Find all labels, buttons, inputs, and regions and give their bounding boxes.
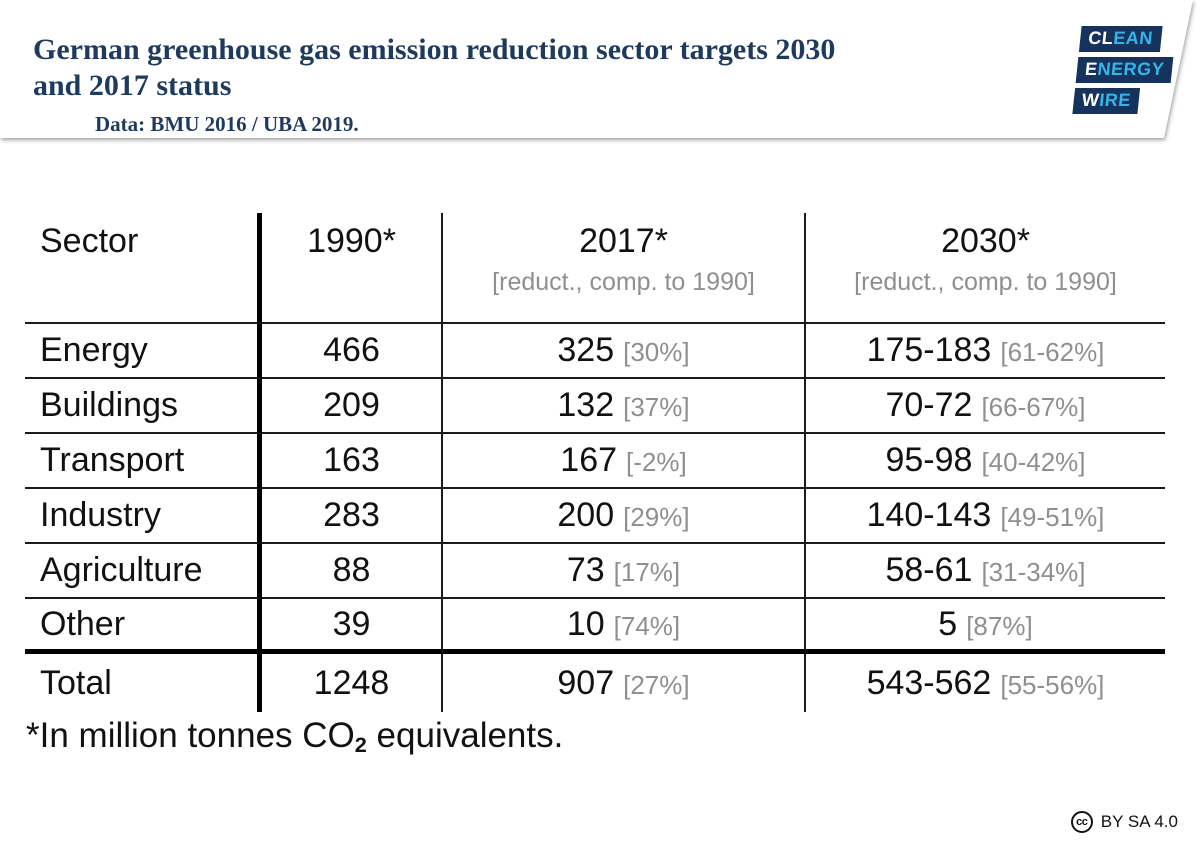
value-1990: 88 xyxy=(332,551,371,589)
column-header-2030: 2030* [reduct., comp. to 1990] xyxy=(806,213,1165,324)
sector-cell: Agriculture xyxy=(25,544,262,599)
unit-footnote-suffix: equivalents. xyxy=(366,716,564,755)
value-2017: 167 xyxy=(560,441,618,479)
value-2017-cell: 200 [29%] xyxy=(443,489,806,544)
column-header-2017-label: 2017* xyxy=(579,222,668,260)
sector-label: Agriculture xyxy=(40,551,203,589)
reduction-2030: [49-51%] xyxy=(1000,502,1105,532)
logo-word-wire: WIRE xyxy=(1072,88,1141,114)
sector-label: Industry xyxy=(40,496,161,534)
value-1990-cell: 209 xyxy=(262,379,443,434)
value-2017: 325 xyxy=(557,331,615,369)
reduction-2030: [66-67%] xyxy=(981,392,1086,422)
license-badge: cc BY SA 4.0 xyxy=(1070,811,1178,833)
value-2030-cell: 5 [87%] xyxy=(806,599,1165,654)
value-2017: 132 xyxy=(557,386,615,424)
sector-label: Other xyxy=(40,604,126,643)
value-1990: 163 xyxy=(323,441,380,479)
value-1990: 39 xyxy=(332,604,371,643)
value-2030-cell: 58-61 [31-34%] xyxy=(806,544,1165,599)
value-2017-cell: 73 [17%] xyxy=(443,544,806,599)
reduction-2017: [-2%] xyxy=(626,447,687,477)
value-1990-cell: 39 xyxy=(262,599,443,654)
reduction-2017: [74%] xyxy=(613,610,681,641)
sector-label: Energy xyxy=(40,331,148,369)
unit-footnote-subscript: 2 xyxy=(354,731,367,757)
value-2017: 10 xyxy=(566,604,605,643)
column-header-2017: 2017* [reduct., comp. to 1990] xyxy=(443,213,806,324)
value-2030-cell: 140-143 [49-51%] xyxy=(806,489,1165,544)
sector-cell: Buildings xyxy=(25,379,262,434)
value-1990-cell: 466 xyxy=(262,324,443,379)
sector-cell: Industry xyxy=(25,489,262,544)
value-1990-cell: 88 xyxy=(262,544,443,599)
page-title-line2: and 2017 status xyxy=(33,69,232,102)
column-header-sector: Sector xyxy=(25,213,262,324)
value-1990-cell: 1248 xyxy=(262,654,443,712)
unit-footnote-prefix: *In million tonnes CO xyxy=(26,716,355,755)
sector-label: Transport xyxy=(40,441,185,479)
creative-commons-icon: cc xyxy=(1070,811,1093,833)
column-header-2030-label: 2030* xyxy=(941,222,1030,260)
reduction-2030: [40-42%] xyxy=(981,447,1086,477)
value-2030-cell: 95-98 [40-42%] xyxy=(806,434,1165,489)
sector-label: Total xyxy=(40,663,112,702)
column-header-2017-subnote: [reduct., comp. to 1990] xyxy=(492,268,755,296)
value-1990-cell: 283 xyxy=(262,489,443,544)
value-1990: 283 xyxy=(323,496,380,534)
emissions-table: Sector 1990* 2017* [reduct., comp. to 19… xyxy=(25,213,1165,712)
value-2030-cell: 175-183 [61-62%] xyxy=(806,324,1165,379)
value-1990: 466 xyxy=(323,331,380,369)
data-source-note: Data: BMU 2016 / UBA 2019. xyxy=(95,112,359,136)
reduction-2030: [31-34%] xyxy=(981,557,1086,587)
value-2030: 543-562 xyxy=(866,663,992,702)
value-2017-cell: 907 [27%] xyxy=(443,654,806,712)
reduction-2017: [37%] xyxy=(623,392,690,422)
reduction-2017: [27%] xyxy=(623,669,690,700)
reduction-2017: [17%] xyxy=(613,557,681,587)
value-1990: 1248 xyxy=(313,663,390,702)
license-label: BY SA 4.0 xyxy=(1100,812,1178,831)
value-1990-cell: 163 xyxy=(262,434,443,489)
reduction-2030: [55-56%] xyxy=(1000,669,1105,700)
column-header-sector-label: Sector xyxy=(40,222,139,260)
value-2030: 175-183 xyxy=(866,331,992,369)
value-2030: 70-72 xyxy=(885,386,973,424)
page-title-line1: German greenhouse gas emission reduction… xyxy=(33,33,836,66)
sector-cell: Energy xyxy=(25,324,262,379)
sector-cell: Other xyxy=(25,599,262,654)
value-2017-cell: 167 [-2%] xyxy=(443,434,806,489)
unit-footnote: *In million tonnes CO2 equivalents. xyxy=(26,716,563,758)
logo-word-clean: CLEAN xyxy=(1078,26,1163,52)
value-2030: 58-61 xyxy=(885,551,973,589)
logo-word-energy: ENERGY xyxy=(1075,57,1174,83)
clean-energy-wire-logo: CLEAN ENERGY WIRE xyxy=(1072,26,1176,114)
value-2030-cell: 543-562 [55-56%] xyxy=(806,654,1165,712)
reduction-2017: [29%] xyxy=(623,502,690,532)
sector-cell: Total xyxy=(25,654,262,712)
column-header-2030-subnote: [reduct., comp. to 1990] xyxy=(854,268,1117,296)
sector-cell: Transport xyxy=(25,434,262,489)
reduction-2017: [30%] xyxy=(623,337,690,367)
header-banner: German greenhouse gas emission reduction… xyxy=(0,0,1193,138)
value-2030-cell: 70-72 [66-67%] xyxy=(806,379,1165,434)
value-2017-cell: 132 [37%] xyxy=(443,379,806,434)
value-2030: 95-98 xyxy=(885,441,973,479)
column-header-1990-label: 1990* xyxy=(307,222,396,260)
header-banner-wrap: German greenhouse gas emission reduction… xyxy=(0,0,1200,142)
value-1990: 209 xyxy=(323,386,380,424)
page-title: German greenhouse gas emission reduction… xyxy=(33,32,835,104)
column-header-1990: 1990* xyxy=(262,213,443,324)
value-2030: 140-143 xyxy=(866,496,992,534)
value-2017: 73 xyxy=(566,551,605,589)
value-2017: 200 xyxy=(557,496,615,534)
value-2017: 907 xyxy=(557,663,615,702)
reduction-2030: [61-62%] xyxy=(1000,337,1105,367)
reduction-2030: [87%] xyxy=(966,610,1033,641)
value-2017-cell: 325 [30%] xyxy=(443,324,806,379)
value-2017-cell: 10 [74%] xyxy=(443,599,806,654)
value-2030: 5 xyxy=(938,604,958,643)
sector-label: Buildings xyxy=(40,386,178,424)
